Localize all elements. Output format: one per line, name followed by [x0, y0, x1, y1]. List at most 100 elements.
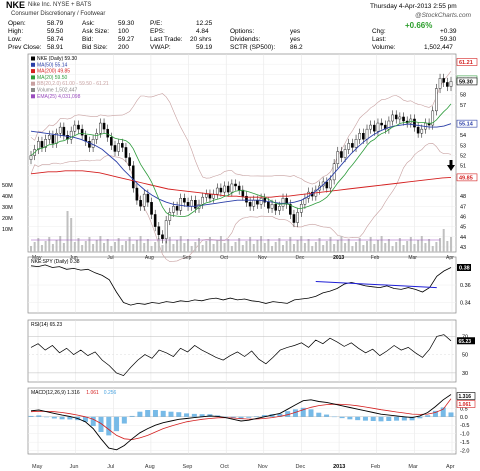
price-tag-box — [456, 173, 478, 182]
macd-histogram-bar — [409, 416, 415, 421]
volume-bar — [267, 239, 270, 252]
volume-bar — [99, 236, 102, 252]
price-tag-box — [456, 119, 478, 128]
volume-bar — [157, 238, 160, 252]
macd-histogram-bar — [82, 416, 88, 422]
x-tick-label: Sep — [183, 255, 192, 261]
macd-histogram-bar — [261, 415, 267, 417]
volume-bar — [311, 246, 314, 252]
price-candle-body — [369, 124, 372, 130]
volume-bar — [384, 243, 387, 252]
price-tick-label: 54 — [460, 133, 466, 139]
macd-histogram-bar — [222, 416, 228, 418]
volume-bar — [318, 238, 321, 252]
volume-bar — [110, 246, 113, 252]
macd-histogram-bar — [230, 416, 236, 419]
volume-bar — [230, 246, 233, 252]
price-candle-body — [40, 141, 44, 148]
price-candle-body — [431, 110, 435, 126]
price-candle-body — [435, 88, 438, 112]
macd-histogram-bar — [238, 416, 244, 420]
price-candle-body — [219, 187, 223, 193]
price-candle-body — [413, 118, 416, 128]
price-candle-body — [362, 132, 365, 140]
change-pct: +0.66% — [405, 21, 433, 30]
price-candle-body — [398, 116, 402, 120]
macd-tag: 1.061 — [459, 402, 472, 408]
macd-panel-frame — [27, 387, 457, 455]
ma20-line — [30, 103, 452, 217]
volume-bar — [314, 242, 317, 252]
rsi-tick-label: 50 — [462, 353, 468, 359]
volume-bar — [252, 244, 255, 252]
x-tick-label: Dec — [295, 255, 304, 261]
price-candle-body — [80, 128, 84, 136]
price-candle-body — [438, 78, 442, 89]
price-candle-body — [194, 200, 197, 209]
volume-bar — [132, 244, 135, 252]
price-candle-body — [230, 183, 234, 193]
price-legend-entry: MA(50) 55.14 — [37, 62, 68, 68]
macd-histogram-bar — [448, 412, 454, 417]
x-tick-label: May — [32, 464, 43, 470]
ratio-trendline — [315, 281, 437, 289]
price-candle-body — [215, 187, 219, 195]
price-legend-entry: EMA(25) 4,031,098 — [37, 94, 81, 100]
macd-histogram-bar — [355, 416, 361, 421]
price-tick-label: 45 — [460, 225, 466, 231]
field-value: 58.79 — [47, 20, 64, 27]
field-label: SCTR (SP500): — [230, 44, 276, 51]
macd-histogram-bar — [51, 416, 57, 419]
field-value: 100 — [118, 28, 129, 35]
macd-histogram-bar — [137, 411, 143, 417]
price-tag: 61.21 — [459, 60, 473, 66]
volume-bar — [227, 239, 230, 252]
macd-histogram-bar — [191, 413, 197, 417]
price-candle-body — [157, 226, 161, 235]
volume-bar — [238, 238, 241, 252]
x-tick-label: Aug — [145, 464, 155, 470]
macd-legend-entry: 0.256 — [104, 390, 117, 396]
volume-bar — [81, 245, 84, 252]
price-candle-body — [190, 200, 193, 207]
field-label: Open: — [8, 20, 26, 27]
volume-bar — [205, 241, 208, 252]
x-tick-label: Jun — [70, 255, 78, 261]
macd-histogram-bar — [152, 410, 158, 417]
volume-bar — [33, 242, 36, 252]
macd-histogram-bar — [176, 412, 182, 417]
legend-swatch — [31, 69, 35, 74]
datetime: Thursday 4-Apr-2013 2:55 pm — [370, 3, 457, 10]
field-label: Low: — [8, 36, 22, 43]
price-tick-label: 51 — [460, 164, 466, 170]
price-candle-body — [223, 185, 226, 193]
volume-bar — [117, 238, 120, 252]
field-value: yes — [290, 36, 301, 43]
x-tick-label: Mar — [408, 255, 417, 261]
volume-tick-label: 30M — [2, 205, 13, 211]
volume-bar — [44, 241, 47, 252]
x-tick-label: Sep — [183, 464, 193, 470]
macd-histogram-bar — [44, 416, 50, 418]
x-tick-label: Feb — [371, 464, 380, 470]
volume-bar — [282, 245, 284, 252]
volume-bar — [376, 240, 379, 252]
macd-tick-label: -1.5 — [460, 440, 469, 446]
field-value: 4.84 — [196, 28, 209, 35]
volume-bar — [395, 242, 398, 252]
macd-histogram-bar — [254, 416, 260, 417]
volume-bar — [51, 244, 54, 252]
price-candle-body — [256, 200, 259, 205]
volume-bar — [234, 242, 237, 252]
price-candle-body — [201, 196, 204, 205]
legend-swatch — [31, 88, 35, 92]
volume-bar — [95, 240, 98, 252]
price-candle-body — [446, 82, 449, 87]
ratio-tick-label: 0.36 — [460, 283, 471, 289]
price-candle-body — [58, 126, 62, 134]
volume-bar — [165, 241, 168, 252]
field-value: 1,502,447 — [424, 44, 453, 51]
price-candle-body — [62, 126, 66, 136]
price-candle-body — [373, 124, 376, 132]
volume-bar — [424, 243, 427, 252]
